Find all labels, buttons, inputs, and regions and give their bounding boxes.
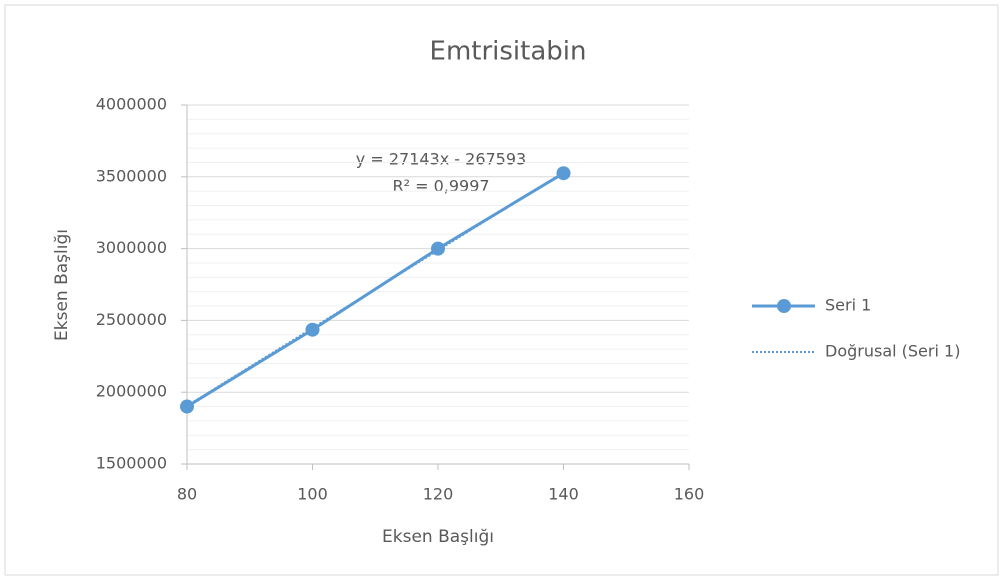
trendline-r2: R² = 0,9997	[392, 177, 489, 196]
x-axis-title: Eksen Başlığı	[382, 527, 494, 547]
y-tick-label: 3000000	[96, 238, 167, 257]
chart-border	[4, 4, 999, 576]
marker	[305, 322, 320, 337]
y-tick-label: 2500000	[96, 310, 167, 329]
y-axis-title: Eksen Başlığı	[52, 229, 72, 341]
x-tick-label: 160	[674, 485, 705, 504]
y-tick-label: 1500000	[96, 454, 167, 473]
trendline-equation: y = 27143x - 267593	[356, 150, 526, 169]
trendline	[186, 171, 565, 407]
marker	[556, 166, 571, 181]
y-tick-label: 2000000	[96, 382, 167, 401]
y-tick-label: 4000000	[96, 95, 167, 114]
y-tick-label: 3500000	[96, 166, 167, 185]
x-tick-label: 100	[297, 485, 328, 504]
chart-title: Emtrisitabin	[430, 37, 587, 67]
legend-marker	[777, 299, 791, 313]
legend-label: Doğrusal (Seri 1)	[825, 342, 960, 361]
legend-label: Seri 1	[825, 296, 871, 315]
x-tick-label: 120	[423, 485, 454, 504]
marker	[180, 399, 194, 414]
marker	[431, 241, 445, 256]
x-tick-label: 140	[548, 485, 579, 504]
x-tick-label: 80	[177, 485, 197, 504]
